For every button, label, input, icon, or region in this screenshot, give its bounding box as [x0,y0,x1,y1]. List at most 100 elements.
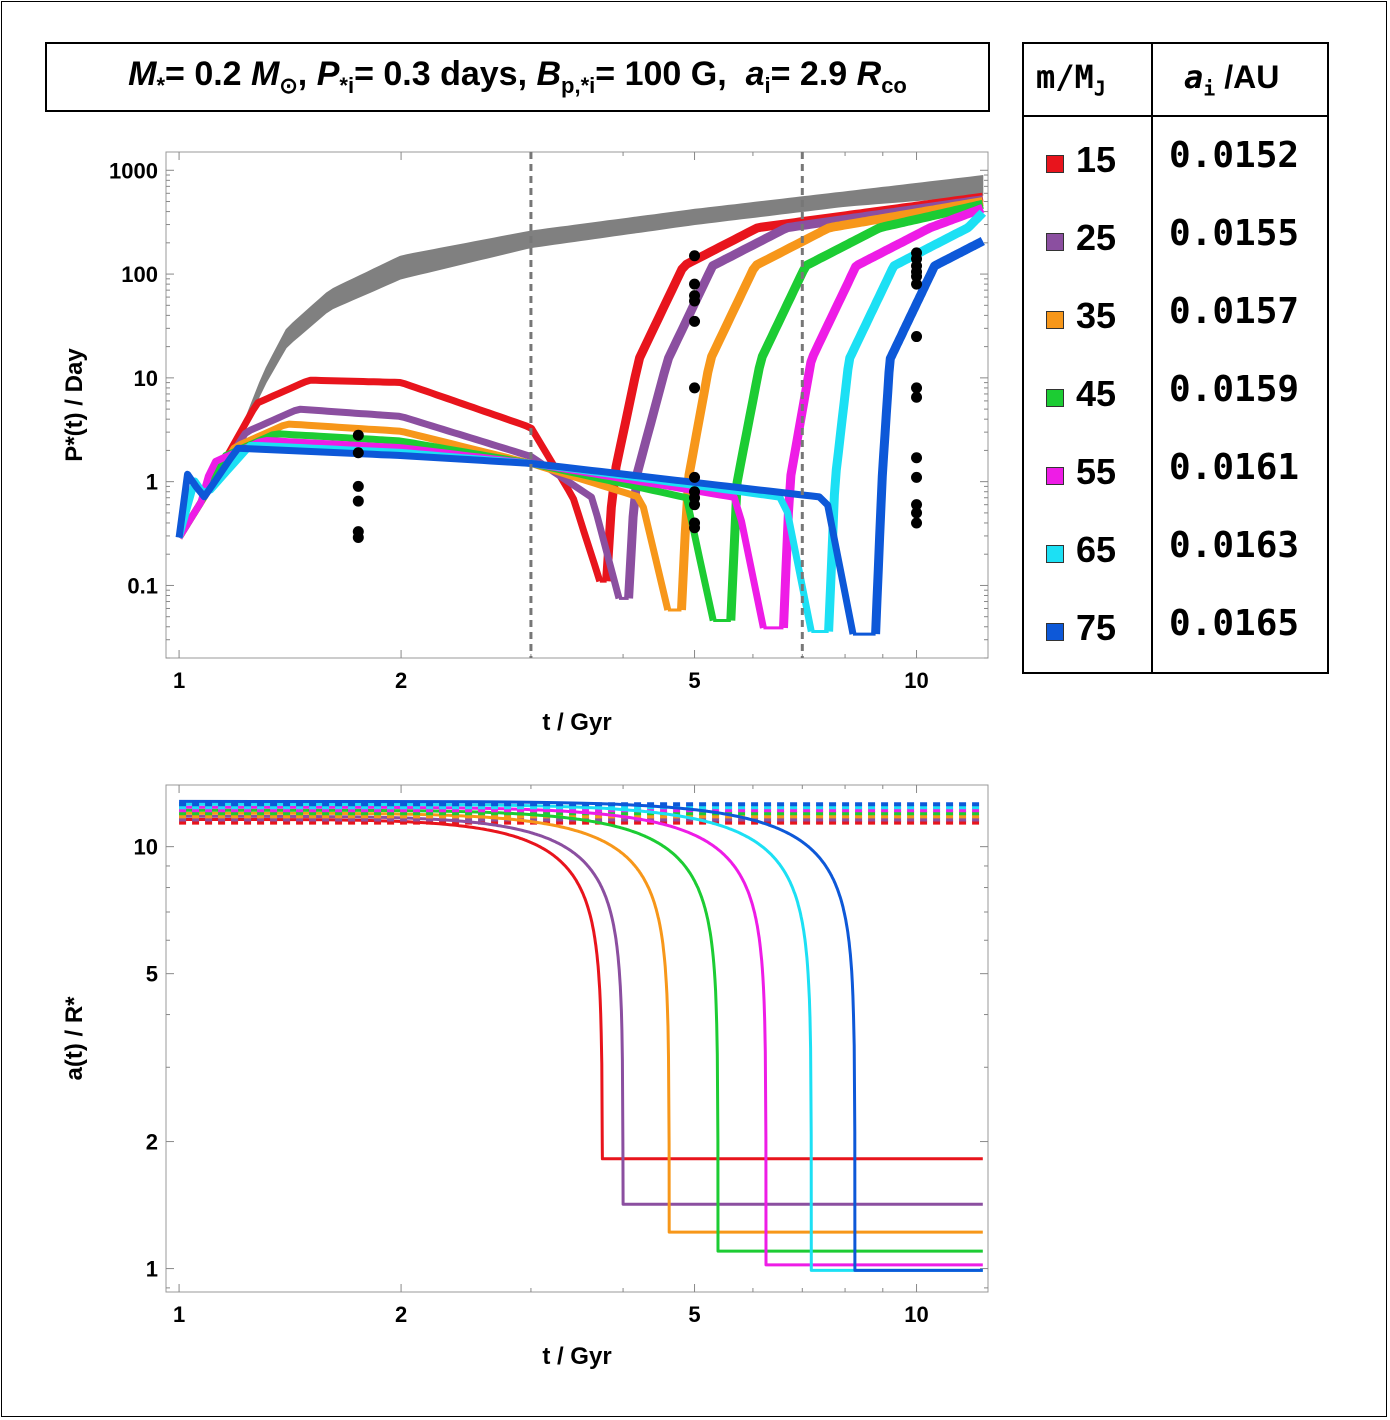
p-x-axis-label: t / Gyr [542,709,611,736]
p-y-tick-label: 1000 [109,158,158,183]
period-curve-55 [176,437,767,629]
period-curve-spinup-45 [726,199,985,621]
period-curve-15 [176,376,604,583]
a-y-tick-label: 5 [146,962,158,987]
legend-swatch [1046,155,1064,173]
legend-mass: 55 [1076,451,1117,492]
observed-point [689,522,701,534]
p-x-tick-label: 2 [395,668,407,693]
legend-row-65: 65 0.0163 [1024,525,1327,589]
a-y-axis-label: a(t) / R* [61,996,88,1081]
period-curve-65 [175,442,815,633]
observed-point [911,499,923,511]
p-x-tick-label: 10 [904,668,928,693]
legend-ai-value: 0.0163 [1169,525,1300,566]
a-x-tick-label: 2 [395,1302,407,1327]
observed-point [689,250,701,262]
legend-row-15: 15 0.0152 [1024,135,1327,199]
legend-swatch [1046,623,1064,641]
p-y-tick-label: 0.1 [127,573,158,598]
p-y-axis-label: P*(t) / Day [61,348,88,462]
observed-point [689,499,701,511]
observed-point [911,507,923,519]
observed-point [689,295,701,307]
a-plot-frame [165,784,989,1293]
legend-mass: 75 [1076,607,1117,648]
legend-ai-value: 0.0157 [1169,291,1300,332]
legend-ai-value: 0.0155 [1169,213,1300,254]
a-x-tick-label: 1 [173,1302,185,1327]
legend-row-55: 55 0.0161 [1024,447,1327,511]
observed-point [911,391,923,403]
period-curve-spinup-55 [779,204,985,629]
observed-point [352,429,364,441]
a-x-tick-label: 10 [904,1302,928,1327]
a-curve-75 [179,799,983,1272]
a-curve-25 [179,814,983,1206]
semimajor-axis-chart: 1 2 5 10 1 2 5 10 t / Gyr a(t) / R* [61,784,989,1370]
legend-mass: 15 [1076,139,1117,180]
legend-divider-horizontal [1024,115,1327,117]
figure-title: M*= 0.2 M⊙, P*i= 0.3 days, Bp,*i= 100 G,… [45,42,990,112]
p-y-tick-label: 100 [121,262,158,287]
rotation-period-chart: 1 2 5 10 0.1 1 10 100 1000 t / Gyr P*(t) / Day [61,151,989,736]
legend-header-ai: ai /AU [1184,58,1280,101]
period-curve-75 [175,444,857,635]
legend-swatch [1046,311,1064,329]
a-y-tick-label: 1 [146,1257,158,1282]
a-x-tick-label: 5 [688,1302,700,1327]
legend-row-35: 35 0.0157 [1024,291,1327,355]
legend-ai-value: 0.0165 [1169,603,1300,644]
period-curve-45 [176,430,717,622]
period-curve-spinup-65 [824,209,987,632]
legend-mass: 65 [1076,529,1117,570]
period-curve-spinup-35 [677,197,984,611]
p-x-tick-label: 5 [688,668,700,693]
legend-row-45: 45 0.0159 [1024,369,1327,433]
observed-point [911,331,923,343]
legend-mass: 35 [1076,295,1117,336]
observed-point [911,517,923,529]
observed-point [689,278,701,290]
legend-swatch [1046,389,1064,407]
observed-point [689,315,701,327]
p-y-tick-label: 10 [134,366,158,391]
legend-table: m/MJ ai /AU 15 0.0152 25 0.0155 35 0.0157 45 0.… [1022,42,1329,674]
observed-point [911,382,923,394]
period-curve-35 [176,420,672,611]
p-plot-frame [165,151,989,659]
legend-ai-value: 0.0159 [1169,369,1300,410]
legend-row-75: 75 0.0165 [1024,603,1327,667]
observed-point [689,471,701,483]
a-curve-55 [179,805,983,1267]
legend-mass: 45 [1076,373,1117,414]
period-curve-spinup-75 [871,237,986,635]
observed-point [689,382,701,394]
legend-swatch [1046,467,1064,485]
legend-swatch [1046,545,1064,563]
legend-row-25: 25 0.0155 [1024,213,1327,277]
legend-ai-value: 0.0161 [1169,447,1300,488]
observed-point [911,270,923,282]
observed-point [352,531,364,543]
breakup-band [178,175,984,538]
a-y-tick-label: 2 [146,1130,158,1155]
observed-point [911,452,923,464]
legend-divider-vertical [1151,44,1153,672]
observed-point [352,495,364,507]
observed-point [352,480,364,492]
legend-swatch [1046,233,1064,251]
a-curve-45 [179,808,983,1253]
p-y-tick-label: 1 [146,470,158,495]
legend-header-mass: m/MJ [1036,58,1106,101]
observed-point [911,471,923,483]
p-x-tick-label: 1 [173,668,185,693]
legend-ai-value: 0.0152 [1169,135,1300,176]
a-y-tick-label: 10 [134,835,158,860]
a-curve-65 [179,802,983,1272]
a-x-axis-label: t / Gyr [542,1343,611,1370]
a-curve-15 [179,818,983,1161]
observed-point [911,278,923,290]
legend-mass: 25 [1076,217,1117,258]
